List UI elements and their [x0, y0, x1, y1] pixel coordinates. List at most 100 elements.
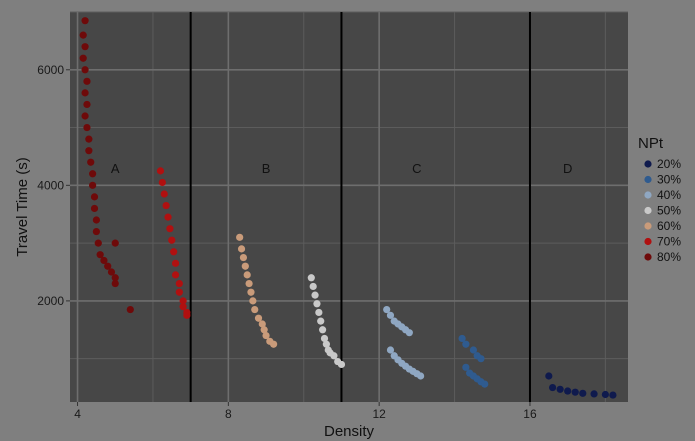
data-point	[386, 311, 395, 319]
legend-entry-label: 50%	[657, 204, 681, 218]
data-point	[269, 340, 278, 348]
legend-entry-label: 20%	[657, 157, 681, 171]
legend-title: NPt	[638, 135, 664, 152]
legend-swatch	[644, 175, 652, 184]
data-point	[579, 389, 587, 397]
x-tick-label: 8	[225, 407, 232, 421]
y-tick-label: 4000	[37, 178, 64, 192]
data-point	[254, 314, 263, 322]
data-point	[164, 213, 172, 221]
y-tick-label: 6000	[37, 63, 64, 77]
data-point	[96, 251, 104, 259]
region-label: D	[563, 161, 572, 176]
data-point	[322, 340, 330, 348]
x-axis-title: Density	[324, 423, 375, 440]
data-point	[337, 360, 346, 369]
data-point	[609, 391, 617, 399]
data-point	[320, 334, 329, 343]
data-point	[247, 288, 255, 296]
data-point	[458, 334, 466, 343]
data-point	[156, 167, 165, 175]
legend-swatch	[644, 237, 652, 246]
data-point	[545, 372, 553, 380]
legend-entry-label: 40%	[657, 188, 681, 202]
data-point	[258, 320, 266, 328]
data-point	[262, 331, 270, 340]
data-point	[81, 89, 89, 97]
legend-entry-label: 30%	[657, 173, 681, 187]
data-point	[111, 239, 119, 247]
legend-swatch	[644, 206, 652, 215]
data-point	[175, 288, 183, 296]
legend-swatch	[644, 253, 652, 261]
region-label: C	[412, 161, 421, 176]
data-point	[249, 297, 257, 305]
data-point	[241, 262, 249, 270]
data-point	[111, 274, 119, 282]
data-point	[564, 387, 572, 395]
data-point	[81, 17, 89, 25]
data-point	[601, 390, 609, 399]
data-point	[126, 305, 134, 314]
data-point	[183, 311, 191, 319]
data-point	[571, 388, 579, 396]
data-point	[309, 282, 317, 291]
data-point	[92, 216, 100, 224]
data-point	[383, 305, 391, 314]
data-point	[243, 271, 251, 279]
data-point	[245, 279, 253, 288]
data-point	[83, 77, 91, 85]
data-point	[83, 100, 91, 109]
data-point	[462, 363, 470, 371]
data-point	[85, 147, 93, 155]
data-point	[85, 135, 93, 143]
data-point	[477, 355, 485, 363]
data-point	[319, 326, 327, 334]
data-point	[100, 256, 108, 265]
data-point	[81, 66, 89, 74]
data-point	[307, 274, 315, 282]
data-point	[89, 181, 97, 189]
legend-swatch	[644, 160, 652, 168]
data-point	[92, 227, 100, 236]
data-point	[239, 253, 248, 262]
data-point	[81, 112, 89, 120]
legend-entry-label: 60%	[657, 219, 681, 233]
data-point	[311, 291, 319, 299]
data-point	[481, 380, 489, 388]
legend-swatch	[644, 191, 652, 199]
data-point	[81, 43, 89, 51]
region-label: A	[111, 161, 120, 176]
data-point	[160, 190, 168, 198]
data-point	[317, 317, 325, 325]
data-point	[179, 297, 187, 305]
data-point	[405, 329, 413, 337]
data-point	[590, 390, 598, 398]
data-point	[111, 279, 119, 288]
data-point	[175, 279, 183, 288]
data-point	[83, 123, 91, 132]
data-point	[548, 383, 557, 392]
data-point	[158, 178, 166, 187]
data-point	[462, 340, 470, 348]
legend: NPt 20% 30%40% 50%60% 70%80%	[638, 135, 681, 264]
y-axis-title: Travel Time (s)	[14, 157, 31, 256]
data-point	[330, 352, 338, 360]
data-point	[313, 300, 321, 308]
region-label: B	[262, 161, 271, 176]
data-point	[556, 385, 564, 393]
legend-swatch	[644, 222, 652, 230]
data-point	[179, 303, 187, 311]
data-point	[171, 271, 180, 279]
y-tick-label: 2000	[37, 294, 64, 308]
data-point	[315, 308, 323, 317]
data-point	[237, 245, 246, 253]
legend-entry-label: 70%	[657, 235, 681, 249]
data-point	[251, 305, 259, 314]
data-point	[170, 248, 178, 256]
data-point	[79, 31, 87, 39]
data-point	[79, 54, 87, 62]
data-point	[107, 268, 116, 276]
data-point	[166, 225, 174, 233]
